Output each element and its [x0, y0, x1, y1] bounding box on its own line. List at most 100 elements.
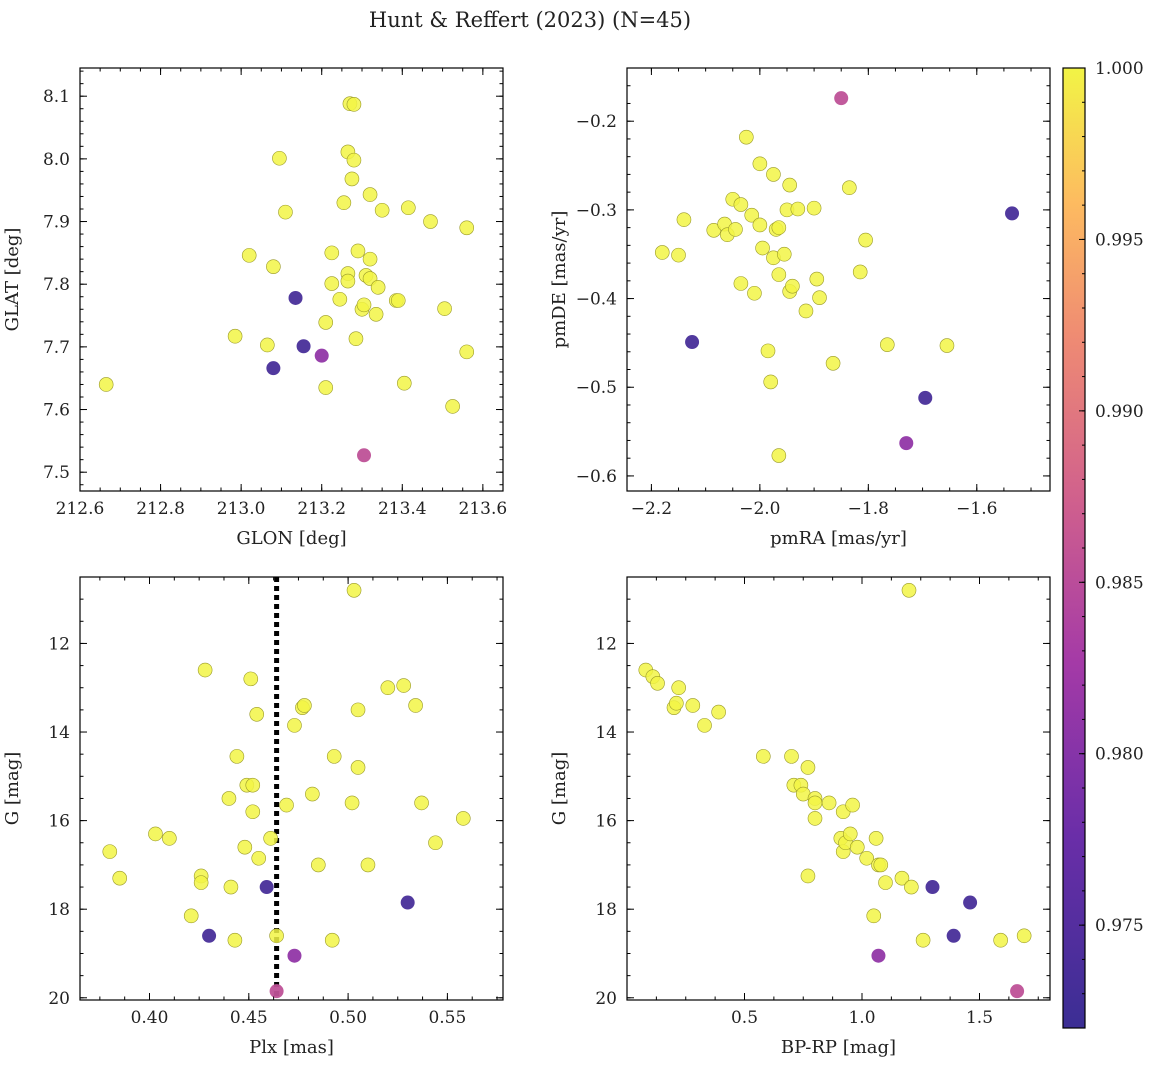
data-point [414, 795, 429, 811]
data-point [336, 195, 352, 211]
data-point [771, 448, 787, 463]
data-point [733, 276, 749, 291]
data-point [259, 880, 274, 895]
data-point [728, 222, 743, 237]
x-tick-label: 0.55 [428, 1008, 466, 1028]
x-axis-label: pmRA [mas/yr] [770, 528, 907, 549]
y-axis-label: G [mag] [549, 752, 570, 825]
data-point [445, 399, 460, 414]
panel-pmra-pmde: −2.2 −2.0 −1.8 −1.6 −0.6 −0.5 −0.4 −0.3 −0.2 pmRA… [549, 67, 1051, 549]
data-point [1010, 984, 1025, 999]
data-point [650, 676, 665, 691]
points [654, 91, 1020, 463]
data-point [423, 214, 438, 229]
data-point [1016, 928, 1032, 944]
data-point [368, 306, 384, 322]
data-point [763, 374, 779, 390]
x-tick-label: 1.0 [848, 1008, 875, 1028]
data-point [685, 698, 701, 713]
data-point [428, 835, 443, 851]
data-point [374, 202, 390, 218]
y-tick-label: 12 [48, 634, 70, 654]
axes-frame [79, 67, 504, 492]
y-tick-label: 8.1 [43, 87, 70, 107]
points [98, 96, 475, 463]
data-point [901, 582, 917, 598]
data-point [324, 276, 340, 291]
data-point [401, 200, 416, 216]
data-point [894, 870, 910, 886]
data-point [669, 695, 684, 711]
data-point [809, 271, 825, 287]
data-point [878, 875, 893, 890]
data-point [311, 857, 326, 873]
y-tick-label: 7.8 [43, 275, 70, 295]
y-tick-label: 12 [595, 634, 617, 654]
data-point [243, 671, 259, 687]
data-point [852, 264, 868, 280]
colorbar-tick-label: 0.990 [1095, 402, 1144, 422]
data-point [739, 129, 754, 145]
x-tick-label: 0.40 [131, 1008, 169, 1028]
data-point [849, 839, 865, 855]
data-point [162, 831, 177, 846]
panel-bprp-g: 0.5 1.0 1.5 12 14 16 18 20 BP-RP [mag] G [mag] [549, 576, 1051, 1058]
data-point [324, 245, 340, 261]
x-tick-label: 213.0 [217, 499, 266, 519]
data-point [904, 879, 919, 895]
data-point [676, 212, 692, 227]
data-point [297, 698, 312, 713]
y-tick-label: −0.6 [576, 467, 617, 487]
colorbar-tick-label: 0.985 [1095, 573, 1144, 593]
data-point [227, 328, 243, 344]
data-point [318, 380, 334, 395]
panel-glon-glat: 212.6 212.8 213.0 213.2 213.4 213.6 7.5 7.6 7.7 7… [2, 67, 507, 549]
data-point [755, 749, 771, 764]
data-point [812, 290, 827, 305]
data-point [390, 293, 406, 308]
x-axis-label: Plx [mas] [249, 1037, 334, 1058]
data-point [356, 297, 372, 313]
data-point [288, 290, 303, 305]
data-point [148, 826, 163, 842]
x-tick-label: 212.8 [136, 499, 185, 519]
data-point [396, 375, 412, 391]
data-point [197, 662, 213, 678]
data-point [711, 704, 726, 720]
data-point [790, 201, 806, 217]
data-point [671, 247, 686, 263]
data-point [800, 760, 816, 775]
x-tick-label: 0.5 [731, 1008, 758, 1028]
data-point [697, 718, 712, 733]
data-point [400, 895, 415, 910]
data-point [685, 335, 700, 350]
data-point [842, 180, 857, 196]
data-point [287, 718, 302, 733]
y-tick-label: 20 [48, 989, 70, 1009]
data-point [396, 678, 412, 693]
data-point [915, 932, 931, 948]
data-point [408, 698, 423, 713]
data-point [459, 220, 475, 236]
data-point [362, 187, 378, 202]
colorbar-tick-label: 0.995 [1095, 230, 1144, 250]
figure-title: Hunt & Reffert (2023) (N=45) [369, 8, 691, 32]
y-tick-label: 14 [48, 723, 70, 743]
y-tick-label: 7.9 [43, 213, 70, 233]
data-point [744, 207, 760, 223]
panel-plx-g: 0.40 0.45 0.50 0.55 12 14 16 18 20 Plx [mas] G [ma… [2, 576, 504, 1058]
data-point [202, 928, 217, 943]
data-point [314, 348, 329, 363]
data-point [112, 870, 128, 886]
x-axis-label: GLON [deg] [236, 528, 346, 549]
data-point [782, 177, 797, 193]
data-point [771, 267, 787, 282]
data-point [733, 197, 749, 212]
data-point [98, 377, 114, 392]
data-point [102, 844, 118, 859]
data-point [866, 908, 882, 924]
data-point [272, 150, 287, 166]
colorbar-tick-label: 1.000 [1095, 59, 1144, 79]
data-point [459, 344, 475, 360]
data-point [260, 337, 275, 353]
